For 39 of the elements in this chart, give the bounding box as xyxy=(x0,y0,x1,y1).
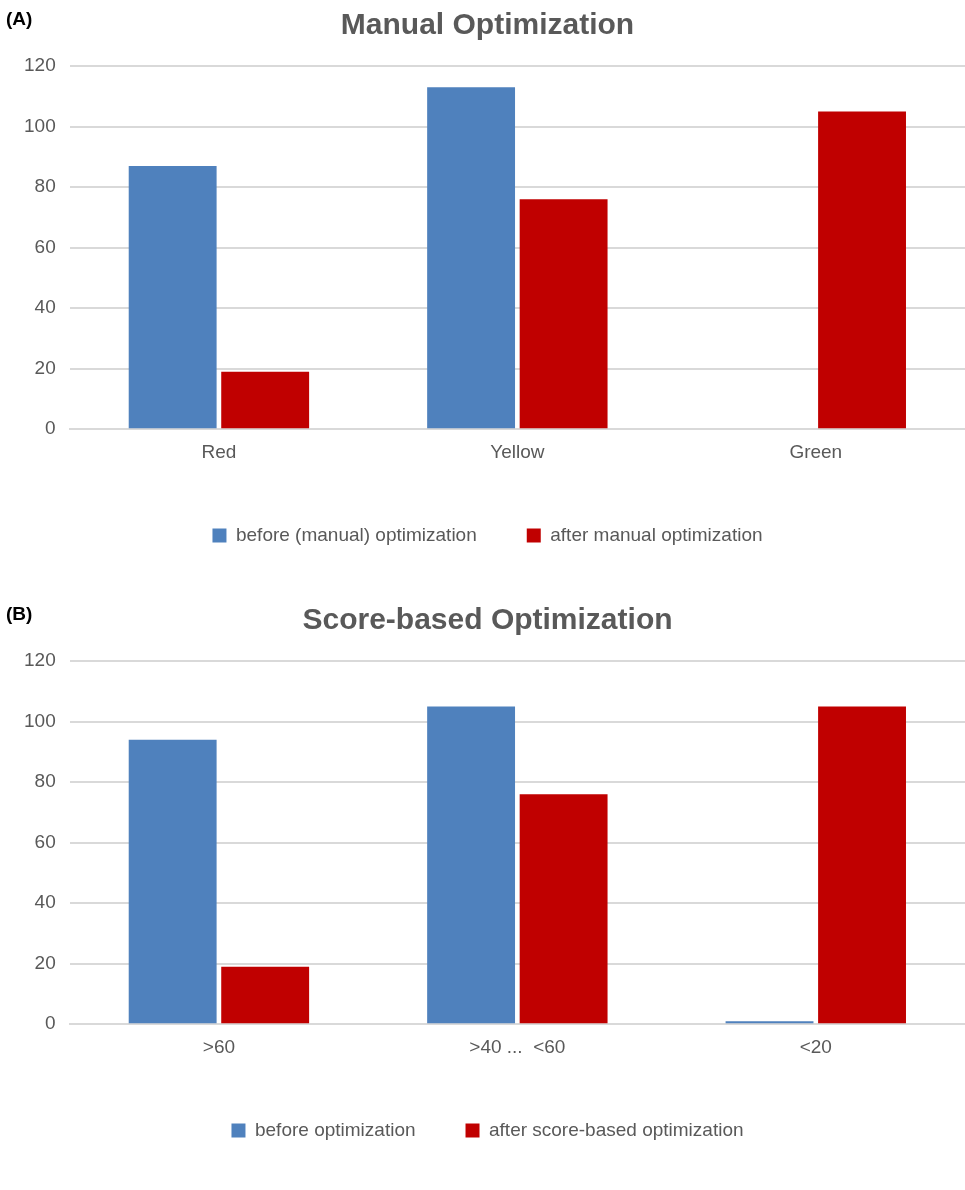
y-tick-label: 40 xyxy=(34,296,56,318)
text: (A) xyxy=(6,8,33,30)
bar xyxy=(818,111,906,429)
x-tick-label: Green xyxy=(789,440,843,462)
x-tick-label: >40 ... <60 xyxy=(469,1035,566,1057)
bar xyxy=(128,739,217,1024)
x-tick-label: >60 xyxy=(202,1035,236,1057)
bar xyxy=(725,1021,814,1024)
x-tick-label: Yellow xyxy=(490,440,545,462)
y-tick-label: 80 xyxy=(34,770,56,792)
x-tick-label: <20 xyxy=(799,1035,832,1057)
y-tick-label: 20 xyxy=(34,356,56,378)
y-tick-label: 60 xyxy=(34,830,56,852)
bar xyxy=(221,371,310,429)
y-tick-label: 40 xyxy=(34,891,56,913)
bar xyxy=(427,87,516,429)
y-tick-label: 120 xyxy=(24,54,56,76)
bar xyxy=(519,199,608,429)
chart-title: Manual Optimization xyxy=(340,7,635,41)
legend-label: after manual optimization xyxy=(550,523,763,545)
chart-title: Score-based Optimization xyxy=(302,602,673,636)
legend-label: after score-based optimization xyxy=(489,1118,744,1140)
legend-label: before optimization xyxy=(254,1118,416,1140)
text: (B) xyxy=(6,603,33,625)
y-tick-label: 80 xyxy=(34,175,56,197)
bar xyxy=(427,706,516,1024)
y-tick-label: 0 xyxy=(45,417,56,439)
x-tick-label: Red xyxy=(201,440,237,462)
y-tick-label: 100 xyxy=(24,709,56,731)
bar xyxy=(128,165,217,429)
y-tick-label: 100 xyxy=(24,114,56,136)
legend-label: before (manual) optimization xyxy=(235,523,477,545)
bar xyxy=(519,794,608,1024)
bar xyxy=(818,706,906,1024)
y-tick-label: 120 xyxy=(24,649,56,671)
y-tick-label: 20 xyxy=(34,951,56,973)
y-tick-label: 60 xyxy=(34,235,56,257)
bar xyxy=(221,966,310,1024)
y-tick-label: 0 xyxy=(45,1012,56,1034)
